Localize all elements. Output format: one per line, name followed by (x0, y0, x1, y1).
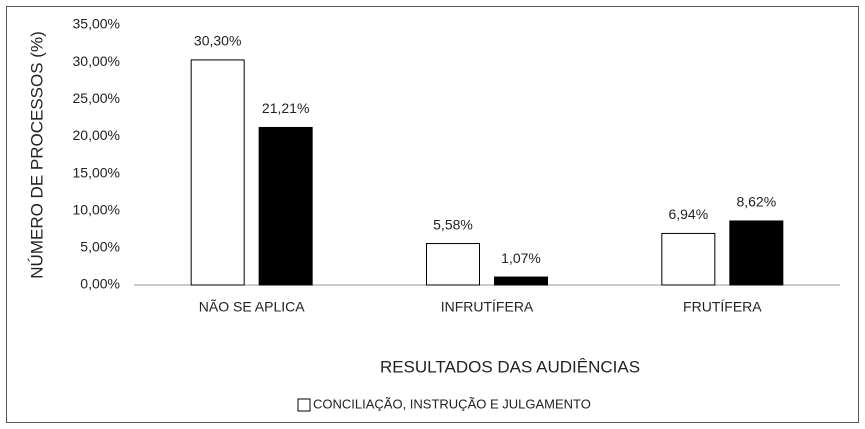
bar (190, 59, 245, 286)
value-label: 21,21% (262, 100, 309, 116)
x-tick-label: FRUTÍFERA (683, 299, 762, 315)
chart-border (6, 6, 859, 423)
x-axis-title: RESULTADOS DAS AUDIÊNCIAS (380, 357, 640, 376)
bar (661, 232, 716, 286)
legend-label: CONCILIAÇÃO, INSTRUÇÃO E JULGAMENTO (313, 396, 591, 411)
y-tick-label: 5,00% (80, 239, 120, 255)
y-tick-label: 0,00% (80, 276, 120, 292)
y-tick-label: 15,00% (73, 164, 120, 180)
value-label: 6,94% (668, 206, 708, 222)
value-label: 30,30% (194, 33, 241, 49)
y-tick-label: 25,00% (73, 90, 120, 106)
bar (258, 126, 313, 286)
legend-swatch (297, 398, 311, 412)
y-tick-label: 35,00% (73, 16, 120, 32)
bar (729, 220, 784, 286)
x-tick-label: INFRUTÍFERA (441, 299, 534, 315)
y-tick-label: 20,00% (73, 127, 120, 143)
y-axis-title: NÚMERO DE PROCESSOS (%) (27, 31, 46, 278)
value-label: 8,62% (736, 194, 776, 210)
bar (494, 276, 548, 286)
y-tick-label: 30,00% (73, 53, 120, 69)
bar (426, 243, 480, 286)
value-label: 5,58% (433, 216, 473, 232)
x-tick-label: NÃO SE APLICA (199, 299, 305, 315)
value-label: 1,07% (501, 250, 541, 266)
y-tick-label: 10,00% (73, 201, 120, 217)
